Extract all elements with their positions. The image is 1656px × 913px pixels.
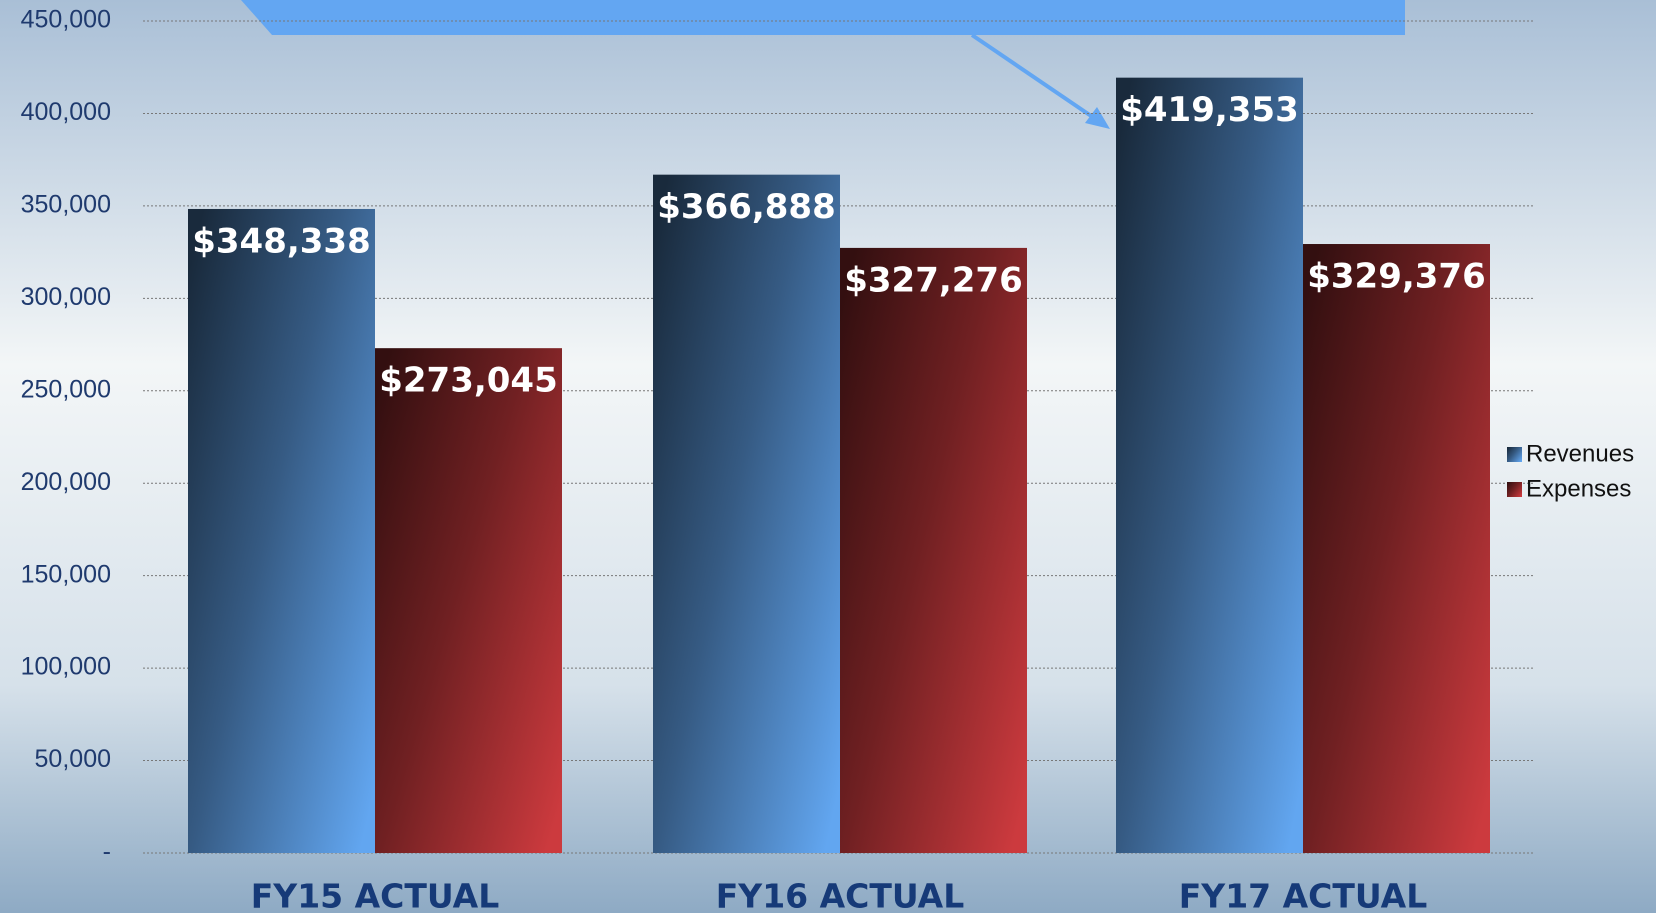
legend-label: Expenses	[1526, 475, 1631, 502]
data-label: $366,888	[657, 187, 836, 227]
arrow	[970, 33, 1102, 124]
bar	[1116, 77, 1303, 853]
y-tick-label: 450,000	[21, 6, 111, 34]
y-tick-label: -	[103, 838, 111, 866]
bar	[840, 247, 1027, 853]
x-tick-label: FY15 ACTUAL	[251, 877, 499, 913]
data-label: $348,338	[192, 221, 371, 261]
legend-swatch	[1507, 482, 1522, 497]
bar	[1303, 244, 1490, 853]
data-label: $273,045	[379, 361, 558, 401]
arrow-head	[1085, 107, 1110, 129]
y-tick-label: 400,000	[21, 98, 111, 126]
legend-label: Revenues	[1526, 440, 1634, 467]
banner	[241, 0, 1405, 35]
y-tick-label: 100,000	[21, 653, 111, 681]
x-tick-label: FY16 ACTUAL	[716, 877, 964, 913]
bar	[188, 208, 375, 854]
x-tick-label: FY17 ACTUAL	[1179, 877, 1427, 913]
legend-swatch	[1507, 447, 1522, 462]
data-label: $329,376	[1307, 257, 1486, 297]
y-tick-label: 150,000	[21, 560, 111, 588]
data-label: $327,276	[844, 260, 1023, 300]
data-label: $419,353	[1120, 90, 1299, 130]
y-tick-label: 250,000	[21, 375, 111, 403]
y-tick-label: 50,000	[35, 745, 111, 773]
bar	[375, 348, 562, 853]
bar	[653, 174, 840, 853]
y-tick-label: 300,000	[21, 283, 111, 311]
y-tick-label: 350,000	[21, 190, 111, 218]
y-tick-label: 200,000	[21, 468, 111, 496]
